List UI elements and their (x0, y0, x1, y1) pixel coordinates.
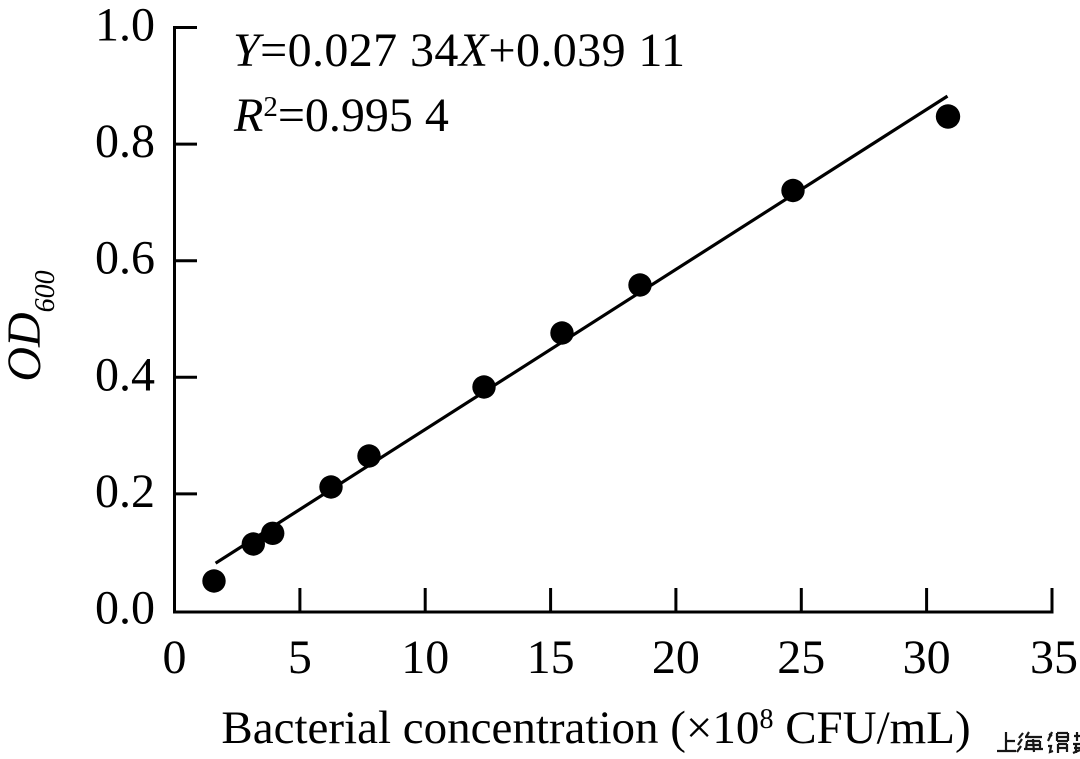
svg-text:1.0: 1.0 (95, 0, 155, 52)
svg-text:R2=0.995 4: R2=0.995 4 (233, 89, 449, 142)
svg-text:0.8: 0.8 (95, 115, 155, 168)
svg-text:20: 20 (652, 631, 700, 684)
svg-text:35: 35 (1030, 631, 1078, 684)
svg-text:10: 10 (401, 631, 449, 684)
svg-text:0.4: 0.4 (95, 348, 155, 401)
svg-text:Bacterial concentration (×108: Bacterial concentration (×108 CFU/mL) (221, 702, 970, 754)
svg-text:5: 5 (288, 631, 312, 684)
svg-text:25: 25 (777, 631, 825, 684)
svg-text:30: 30 (903, 631, 951, 684)
svg-text:Y=0.027 34X+0.039 11: Y=0.027 34X+0.039 11 (233, 24, 685, 77)
svg-text:0: 0 (163, 631, 187, 684)
svg-text:15: 15 (527, 631, 575, 684)
svg-text:0.0: 0.0 (95, 582, 155, 635)
svg-text:OD600: OD600 (0, 270, 61, 381)
svg-text:0.6: 0.6 (95, 232, 155, 285)
svg-text:0.2: 0.2 (95, 465, 155, 518)
